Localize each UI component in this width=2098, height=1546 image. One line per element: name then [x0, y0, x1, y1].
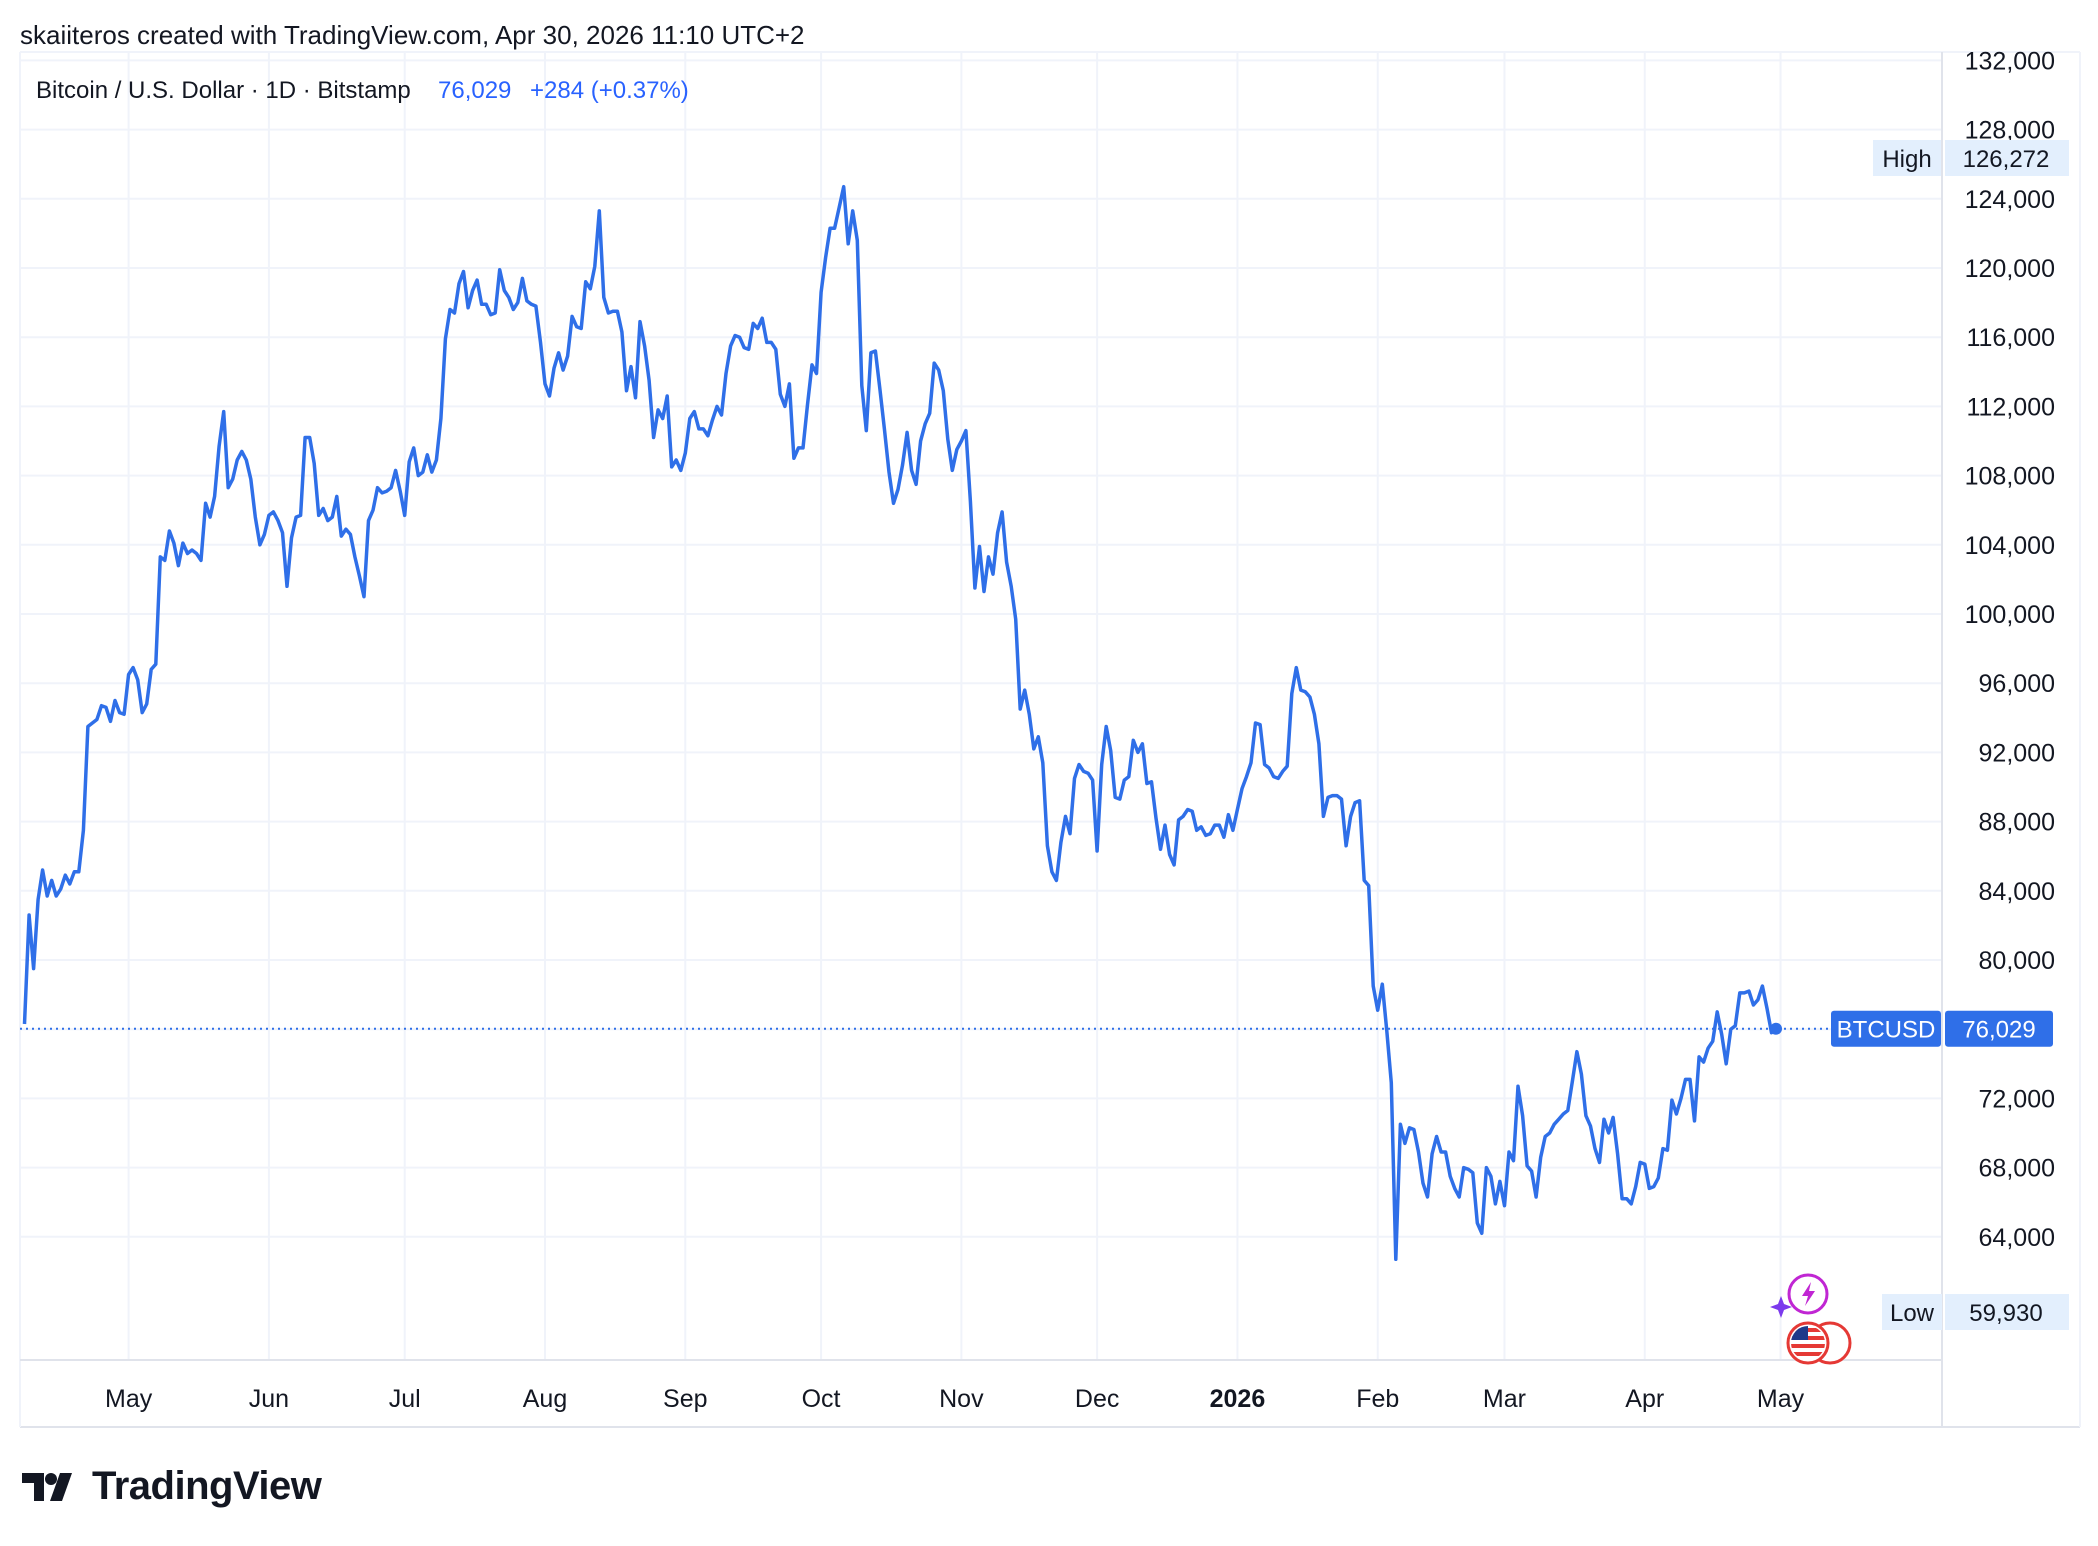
y-tick-label: 104,000 [1965, 532, 2055, 560]
y-tick-label: 124,000 [1965, 186, 2055, 214]
x-tick-label: Apr [1625, 1385, 1664, 1413]
y-tick-label: 68,000 [1979, 1155, 2055, 1183]
legend-last-price: 76,029 [438, 77, 511, 104]
y-tick-label: 132,000 [1965, 47, 2055, 75]
x-tick-label: May [105, 1385, 153, 1413]
tradingview-logo[interactable]: TradingView [22, 1464, 322, 1509]
x-tick-label: May [1757, 1385, 1805, 1413]
y-tick-label: 116,000 [1966, 324, 2055, 352]
x-axis[interactable]: May Jun Jul Aug Sep Oct Nov Dec 2026 Feb Mar Apr May [105, 1385, 1805, 1413]
tradingview-logo-icon [22, 1472, 72, 1501]
y-tick-label: 72,000 [1979, 1085, 2055, 1113]
y-tick-label: 84,000 [1979, 878, 2055, 906]
x-tick-label: Sep [663, 1385, 707, 1413]
price-series[interactable] [22, 184, 1783, 1262]
y-tick-label: 64,000 [1979, 1224, 2055, 1252]
legend-change: +284 (+0.37%) [530, 77, 689, 104]
y-tick-label: 92,000 [1979, 739, 2055, 767]
x-tick-label: Jun [249, 1385, 289, 1413]
last-price-label[interactable]: BTCUSD 76,029 [1831, 1010, 2053, 1047]
chart-frame [19, 51, 2081, 1428]
y-tick-label: 128,000 [1965, 117, 2055, 145]
grid [20, 52, 1942, 1360]
low-badge: Low 59,930 [1882, 1294, 2069, 1330]
y-tick-label: 120,000 [1965, 255, 2055, 283]
x-tick-label: Oct [802, 1385, 841, 1413]
x-tick-label: Mar [1483, 1385, 1526, 1413]
x-tick-label: Aug [523, 1385, 567, 1413]
us-flag-icon[interactable] [1786, 1321, 1852, 1365]
chart-credit: skaiiteros created with TradingView.com,… [20, 20, 805, 50]
legend-symbol: Bitcoin / U.S. Dollar · 1D · Bitstamp [36, 77, 411, 104]
x-tick-label: Jul [389, 1385, 421, 1413]
y-tick-label: 88,000 [1979, 809, 2055, 837]
last-price-ticker: BTCUSD [1837, 1017, 1936, 1044]
last-price-value: 76,029 [1962, 1017, 2035, 1044]
last-point-marker[interactable] [1770, 1022, 1783, 1035]
y-tick-label: 112,000 [1966, 393, 2055, 421]
y-tick-label: 80,000 [1979, 947, 2055, 975]
y-tick-label: 96,000 [1979, 670, 2055, 698]
low-badge-label: Low [1890, 1300, 1935, 1327]
y-axis[interactable]: 64,000 68,000 72,000 80,000 84,000 88,000 92,0… [1965, 47, 2055, 1251]
high-badge-value: 126,272 [1963, 146, 2050, 173]
x-tick-label: 2026 [1210, 1385, 1266, 1413]
series-line[interactable] [22, 184, 1778, 1262]
high-badge: High 126,272 [1873, 140, 2069, 176]
x-tick-label: Dec [1075, 1385, 1119, 1413]
y-tick-label: 100,000 [1965, 601, 2055, 629]
x-tick-label: Feb [1356, 1385, 1399, 1413]
high-badge-label: High [1882, 146, 1931, 173]
lightning-event-icon[interactable] [1770, 1273, 1829, 1318]
tradingview-wordmark: TradingView [92, 1464, 322, 1508]
x-tick-label: Nov [939, 1385, 984, 1413]
y-tick-label: 108,000 [1965, 463, 2055, 491]
low-badge-value: 59,930 [1969, 1300, 2042, 1327]
